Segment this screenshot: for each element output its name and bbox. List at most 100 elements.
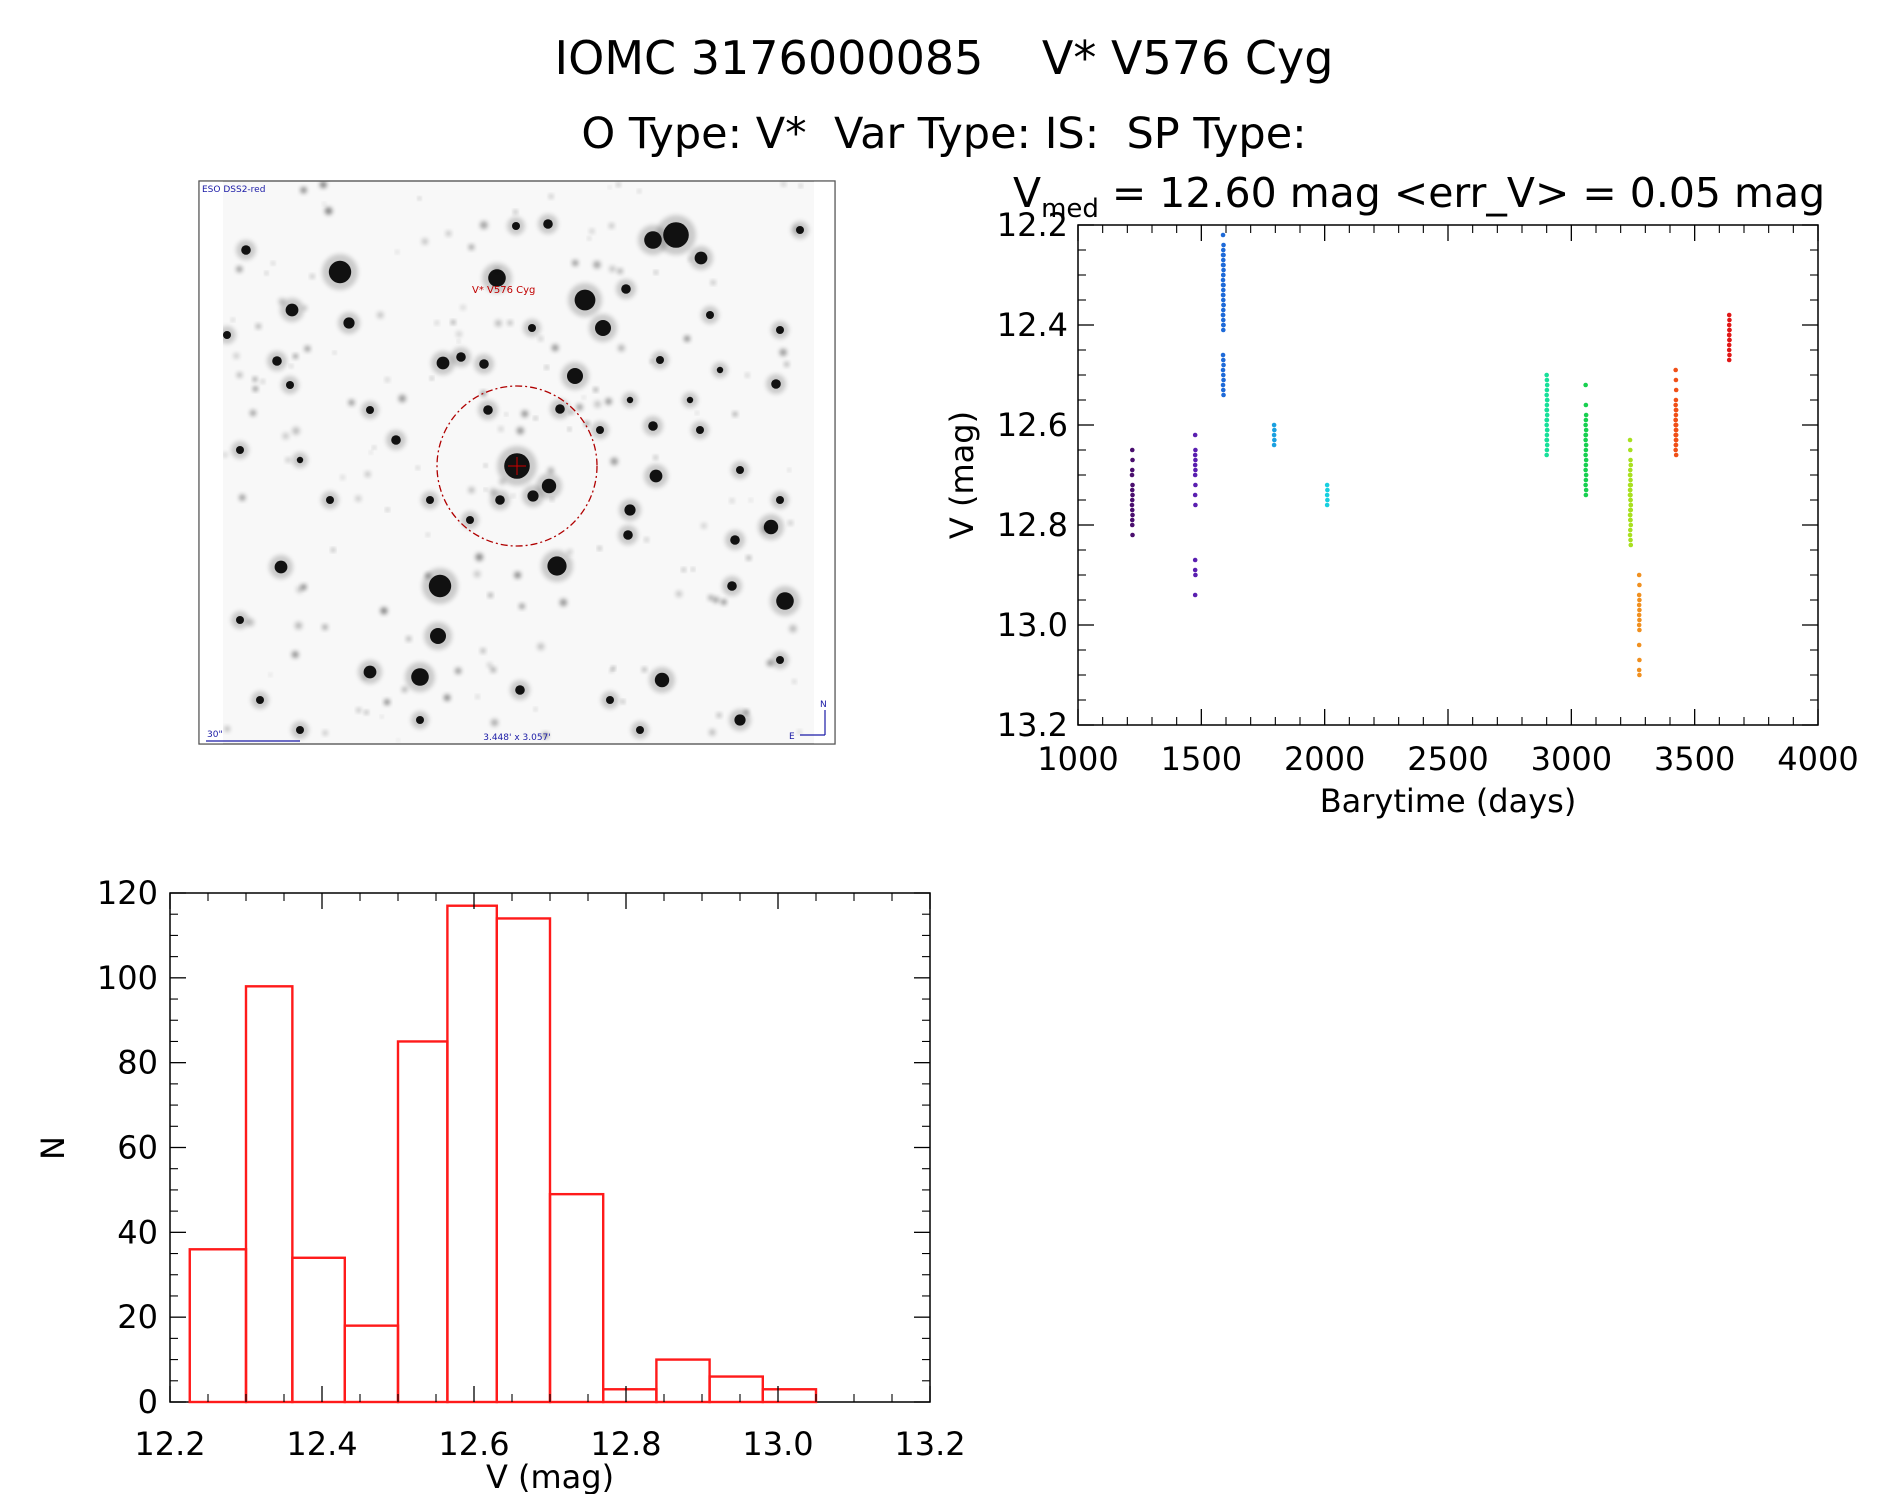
data-point (1192, 592, 1198, 598)
faint-star (322, 624, 328, 630)
star (236, 446, 244, 454)
faint-star (569, 410, 574, 415)
light-curve-ticks: 1000 1500 2000 2500 3000 3500 4000 12.2 12.4 12.6… (997, 206, 1859, 778)
faint-star (799, 184, 803, 188)
light-curve-xlabel: Barytime (days) (1320, 782, 1577, 820)
data-point (1583, 487, 1589, 493)
histogram-bar (495, 917, 552, 1404)
fov-label: 3.448' x 3.057' (483, 733, 551, 743)
faint-star (547, 467, 555, 474)
data-point (1220, 292, 1226, 298)
star (696, 426, 704, 434)
data-point (1193, 482, 1198, 488)
faint-star (475, 695, 480, 699)
data-point (1673, 437, 1679, 443)
title-v: V (1013, 169, 1041, 217)
faint-star (348, 399, 355, 406)
data-point (1220, 307, 1226, 313)
star (286, 381, 294, 389)
faint-star (504, 413, 508, 416)
data-point (1628, 497, 1633, 503)
light-curve-points (1129, 232, 1732, 678)
data-point (1583, 402, 1589, 408)
star (706, 311, 714, 319)
star (343, 317, 355, 329)
faint-star (236, 372, 243, 378)
star (730, 535, 740, 545)
faint-star (300, 584, 307, 590)
survey-label: ESO DSS2-red (202, 185, 265, 195)
data-point (1636, 602, 1642, 608)
hist-x-tick-label: 12.2 (134, 1425, 205, 1463)
data-point (1627, 517, 1633, 523)
y-tick-label: 12.4 (997, 306, 1068, 344)
data-point (1637, 597, 1642, 603)
data-point (1272, 427, 1277, 433)
data-point (1544, 397, 1550, 403)
light-curve-axes (1077, 224, 1819, 726)
faint-star (484, 464, 488, 467)
faint-star (487, 662, 492, 668)
faint-star (610, 457, 618, 466)
star (574, 289, 596, 311)
data-point (1583, 382, 1588, 388)
faint-star (380, 715, 384, 718)
data-point (1325, 487, 1330, 493)
x-tick-label: 3500 (1654, 740, 1735, 778)
data-point (1583, 477, 1589, 483)
y-tick-label: 13.0 (997, 606, 1068, 644)
faint-star (576, 403, 583, 411)
data-point (1220, 297, 1226, 303)
faint-star (521, 410, 529, 418)
faint-star (480, 648, 486, 654)
faint-star (551, 344, 559, 352)
x-tick-label: 2500 (1407, 740, 1488, 778)
star (256, 696, 264, 704)
star (656, 356, 664, 364)
faint-star (616, 182, 621, 187)
faint-star (310, 274, 315, 279)
data-point (1220, 247, 1226, 253)
histogram-bar (446, 904, 498, 1404)
data-point (1583, 437, 1588, 443)
faint-star (445, 230, 452, 237)
star (416, 716, 424, 724)
star (436, 356, 450, 370)
data-point (1583, 457, 1589, 463)
star (623, 530, 633, 540)
data-point (1628, 457, 1633, 463)
data-point (1221, 377, 1226, 383)
data-point (1583, 467, 1588, 473)
star (541, 478, 557, 494)
star (495, 495, 505, 505)
data-point (1583, 492, 1589, 498)
data-point (1129, 467, 1135, 473)
data-point (1221, 302, 1226, 308)
data-point (1544, 417, 1549, 423)
data-point (1220, 387, 1226, 393)
compass-east-label: E (789, 732, 795, 742)
data-point (1220, 382, 1226, 388)
data-point (1636, 622, 1642, 628)
faint-star (712, 596, 720, 604)
hist-x-tick-label: 13.0 (742, 1425, 813, 1463)
faint-star (499, 478, 506, 485)
faint-star (488, 593, 493, 598)
faint-star (252, 377, 258, 382)
data-point (1221, 392, 1226, 398)
star (411, 668, 429, 686)
faint-star (617, 344, 625, 352)
x-tick-label: 1000 (1037, 740, 1118, 778)
hist-y-tick-label: 120 (97, 874, 158, 912)
data-point (1544, 412, 1550, 418)
star (606, 696, 614, 704)
faint-star (434, 320, 439, 325)
faint-star (781, 181, 786, 187)
star (654, 672, 670, 688)
faint-star (550, 497, 554, 502)
hist-x-tick-label: 12.6 (438, 1425, 509, 1463)
compass-icon (800, 710, 826, 736)
data-point (1636, 667, 1642, 673)
data-point (1673, 407, 1679, 413)
faint-star (231, 318, 235, 322)
